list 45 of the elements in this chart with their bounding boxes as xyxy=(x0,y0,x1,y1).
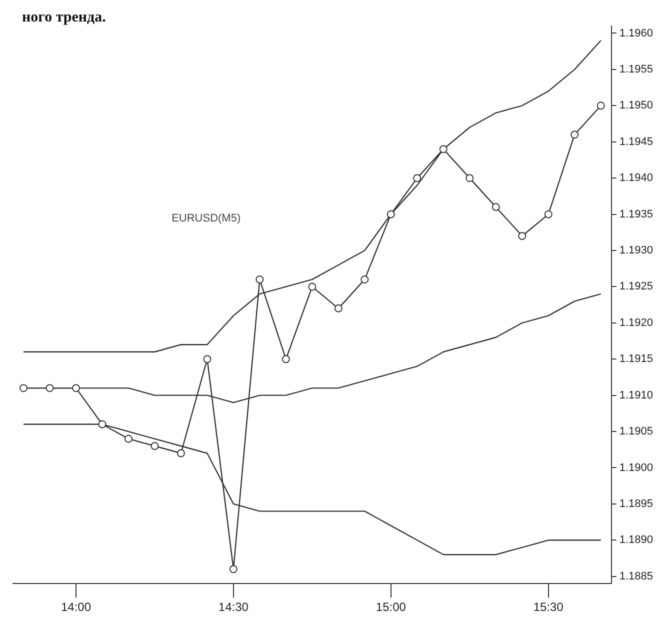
point xyxy=(176,449,185,458)
x-tick-label: 15:00 xyxy=(376,600,406,614)
point xyxy=(229,565,238,574)
point xyxy=(124,434,132,443)
point xyxy=(518,232,526,240)
y-tick-label: 1.1935 xyxy=(619,208,654,220)
y-tick-label: 1.1900 xyxy=(619,462,654,474)
y-tick-label: 1.1930 xyxy=(619,244,654,257)
annotation: EURUSD(M5) xyxy=(172,212,241,224)
x-tick-label: 14:30 xyxy=(218,600,249,614)
point xyxy=(98,420,106,428)
x-tick-label: 14:00 xyxy=(60,600,92,614)
y-tick-label: 1.1960 xyxy=(619,27,654,40)
y-tick-label: 1.1910 xyxy=(619,389,654,402)
point xyxy=(308,282,316,291)
text: ного тренда. xyxy=(22,9,106,26)
point xyxy=(596,102,605,110)
y-tick-label: 1.1955 xyxy=(619,63,654,76)
point xyxy=(72,384,80,392)
y-tick-label: 1.1920 xyxy=(619,316,654,329)
y-tick-label: 1.1890 xyxy=(619,534,654,546)
point xyxy=(19,384,28,392)
point xyxy=(150,442,159,450)
y-tick-label: 1.1950 xyxy=(619,100,654,112)
point xyxy=(334,304,342,312)
y-tick-label: 1.1885 xyxy=(619,570,654,582)
point xyxy=(256,275,264,284)
point xyxy=(466,174,474,182)
y-tick-label: 1.1895 xyxy=(619,498,654,510)
point xyxy=(386,210,395,218)
point xyxy=(570,130,579,139)
point xyxy=(46,384,54,392)
y-tick-label: 1.1905 xyxy=(619,426,654,438)
point xyxy=(360,275,369,284)
y-tick-label: 1.1925 xyxy=(619,280,654,293)
y-tick-label: 1.1945 xyxy=(619,136,654,148)
point xyxy=(492,203,500,212)
point xyxy=(413,174,422,182)
point xyxy=(203,355,212,364)
y-tick-label: 1.1940 xyxy=(619,172,654,184)
point xyxy=(544,210,552,218)
x-tick-label: 15:30 xyxy=(533,600,564,614)
point xyxy=(439,145,448,154)
point xyxy=(282,355,290,364)
y-tick-label: 1.1915 xyxy=(619,353,654,366)
